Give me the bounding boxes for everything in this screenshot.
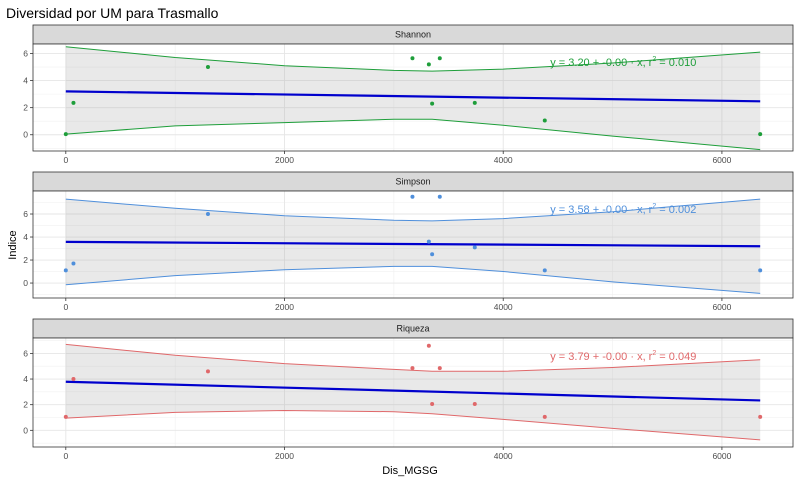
data-point bbox=[758, 268, 763, 273]
data-point bbox=[71, 377, 76, 382]
data-point bbox=[426, 62, 431, 67]
x-tick-label: 2000 bbox=[275, 451, 294, 461]
data-point bbox=[437, 194, 442, 199]
y-tick-label: 6 bbox=[23, 48, 28, 58]
equation-value: = 0.002 bbox=[656, 204, 696, 216]
facet-strip-label: Riqueza bbox=[396, 324, 429, 334]
data-point bbox=[205, 65, 210, 70]
y-tick-label: 4 bbox=[23, 76, 28, 86]
data-point bbox=[63, 414, 68, 419]
data-point bbox=[410, 366, 415, 371]
x-tick-label: 6000 bbox=[712, 451, 731, 461]
band-upper-line bbox=[65, 46, 761, 72]
equation-value: = 0.049 bbox=[656, 351, 696, 363]
band-lower-line bbox=[65, 409, 761, 441]
y-tick-label: 2 bbox=[23, 255, 28, 265]
x-tick-label: 0 bbox=[63, 451, 68, 461]
y-tick-label: 4 bbox=[23, 374, 28, 384]
data-point bbox=[758, 414, 763, 419]
regression-equation: y = 3.79 + -0.00 · x, r2 = 0.049 bbox=[550, 350, 696, 363]
x-tick-label: 0 bbox=[63, 155, 68, 165]
data-point bbox=[430, 101, 435, 106]
band-lower-line bbox=[65, 265, 761, 294]
equation-text: y = 3.20 + -0.00 · x, r bbox=[550, 57, 652, 69]
data-point bbox=[542, 268, 547, 273]
data-point bbox=[71, 100, 76, 105]
data-point bbox=[205, 212, 210, 217]
equation-value: = 0.010 bbox=[656, 57, 696, 69]
y-tick-label: 6 bbox=[23, 209, 28, 219]
regression-line bbox=[65, 240, 761, 248]
data-point bbox=[437, 56, 442, 61]
band-upper-line bbox=[65, 198, 761, 222]
data-point bbox=[472, 100, 477, 105]
regression-equation: y = 3.20 + -0.00 · x, r2 = 0.010 bbox=[550, 56, 696, 69]
panel-border bbox=[32, 43, 794, 152]
confidence-band bbox=[65, 199, 761, 294]
band-lower-line bbox=[65, 118, 761, 151]
equation-text: y = 3.79 + -0.00 · x, r bbox=[550, 351, 652, 363]
x-tick-label: 4000 bbox=[494, 451, 513, 461]
data-point bbox=[430, 402, 435, 407]
y-tick-label: 6 bbox=[23, 348, 28, 358]
panel-border bbox=[32, 190, 794, 299]
band-upper-line bbox=[65, 343, 761, 372]
equation-superscript: 2 bbox=[652, 203, 656, 210]
panel-border bbox=[32, 337, 794, 448]
y-axis-title: Indice bbox=[7, 230, 19, 259]
panel-background bbox=[33, 338, 793, 447]
y-tick-label: 2 bbox=[23, 103, 28, 113]
x-tick-label: 6000 bbox=[712, 155, 731, 165]
regression-equation: y = 3.58 + -0.00 · x, r2 = 0.002 bbox=[550, 203, 696, 216]
equation-superscript: 2 bbox=[652, 350, 656, 357]
equation-superscript: 2 bbox=[652, 56, 656, 63]
x-tick-label: 4000 bbox=[494, 155, 513, 165]
y-tick-label: 2 bbox=[23, 400, 28, 410]
data-point bbox=[410, 56, 415, 61]
y-tick-label: 0 bbox=[23, 425, 28, 435]
data-point bbox=[542, 118, 547, 123]
x-tick-label: 4000 bbox=[494, 302, 513, 312]
y-tick-label: 4 bbox=[23, 232, 28, 242]
data-point bbox=[430, 252, 435, 257]
chart-title: Diversidad por UM para Trasmallo bbox=[6, 5, 219, 21]
panel-background bbox=[33, 44, 793, 151]
y-tick-label: 0 bbox=[23, 278, 28, 288]
x-tick-label: 2000 bbox=[275, 155, 294, 165]
data-point bbox=[437, 366, 442, 371]
data-point bbox=[758, 132, 763, 137]
equation-text: y = 3.58 + -0.00 · x, r bbox=[550, 204, 652, 216]
y-tick-label: 0 bbox=[23, 130, 28, 140]
facet-strip-label: Simpson bbox=[395, 177, 430, 187]
x-tick-label: 0 bbox=[63, 302, 68, 312]
data-point bbox=[542, 414, 547, 419]
x-tick-label: 6000 bbox=[712, 302, 731, 312]
data-point bbox=[426, 239, 431, 244]
data-point bbox=[426, 343, 431, 348]
data-point bbox=[472, 245, 477, 250]
data-point bbox=[472, 402, 477, 407]
x-tick-label: 2000 bbox=[275, 302, 294, 312]
data-point bbox=[63, 268, 68, 273]
data-point bbox=[205, 369, 210, 374]
regression-line bbox=[65, 380, 761, 402]
facet-strip-label: Shannon bbox=[395, 30, 431, 40]
x-axis-title: Dis_MGSG bbox=[382, 465, 438, 477]
regression-line bbox=[65, 90, 761, 103]
data-point bbox=[71, 261, 76, 266]
data-point bbox=[410, 194, 415, 199]
data-point bbox=[63, 132, 68, 137]
